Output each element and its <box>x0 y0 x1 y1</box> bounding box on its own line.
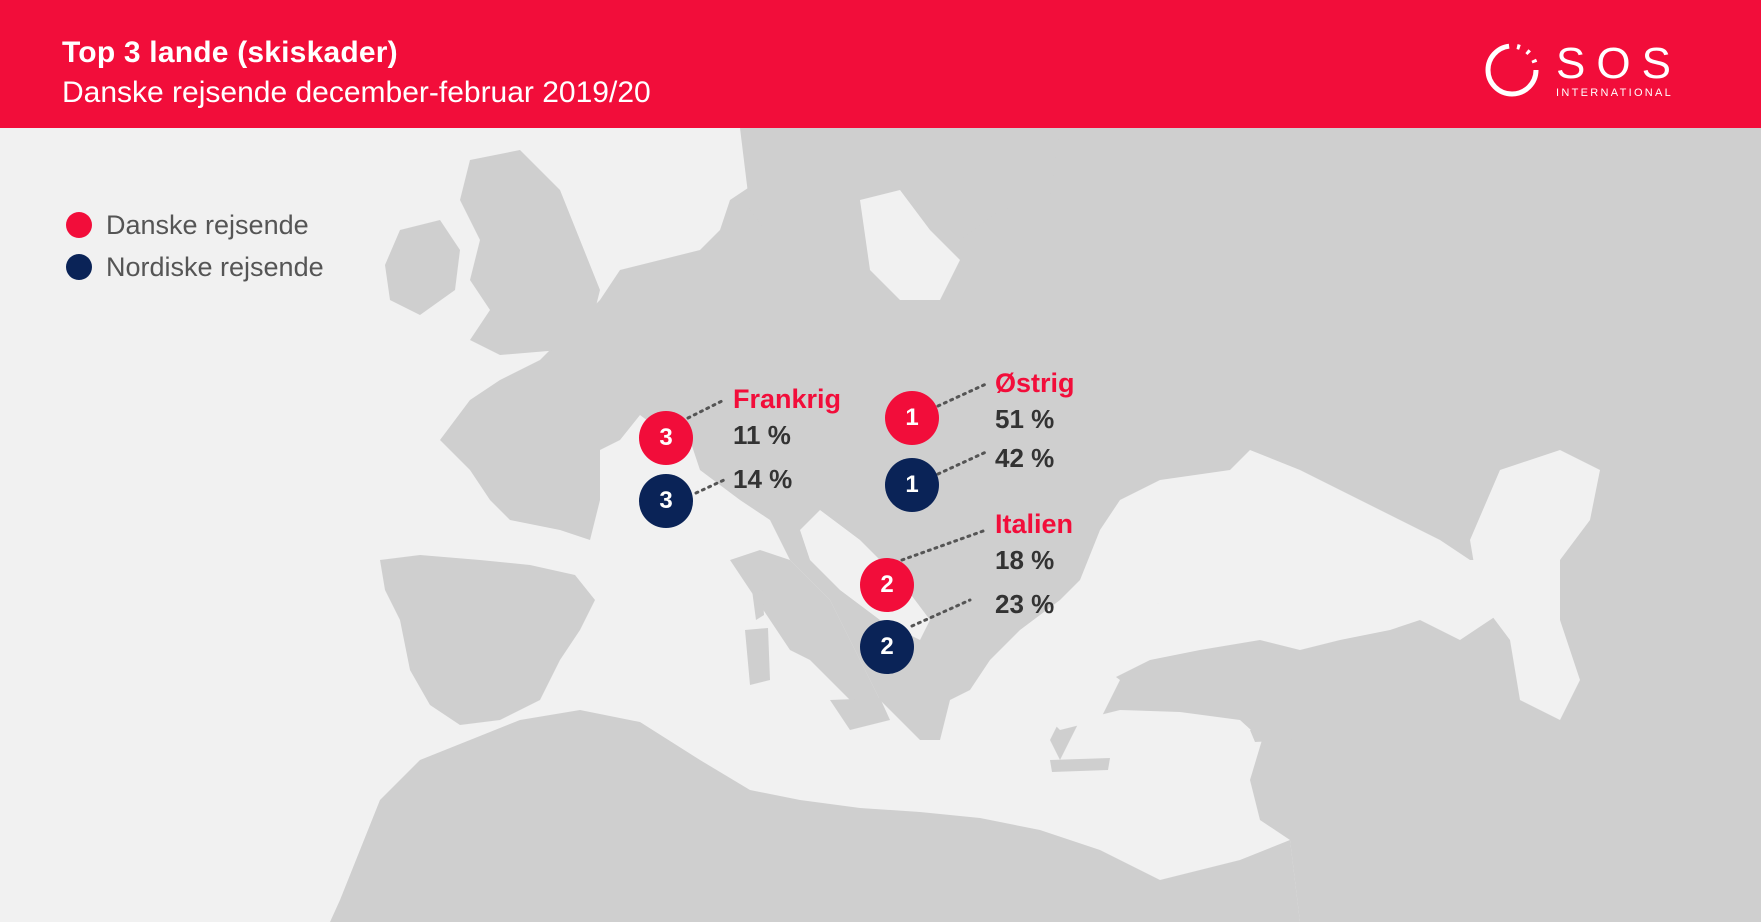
cyprus-island <box>1250 725 1292 742</box>
logo-subtext: INTERNATIONAL <box>1556 87 1674 99</box>
caspian-sea <box>1470 450 1600 720</box>
label-france: Frankrig <box>733 384 842 414</box>
pct-italy-nordic: 23 % <box>995 589 1055 619</box>
logo-wordmark: SOS <box>1556 39 1682 88</box>
italy-landmass <box>730 550 880 720</box>
label-austria: Østrig <box>995 368 1075 398</box>
britain-landmass <box>460 150 600 355</box>
connector-france-danish <box>686 398 726 420</box>
marker-france-danish: 3 <box>639 411 693 465</box>
connector-austria-danish <box>936 382 988 408</box>
marker-italy-nordic: 2 <box>860 620 914 674</box>
connector-italy-nordic <box>910 598 972 628</box>
black-sea <box>1110 490 1390 610</box>
page-title: Top 3 lande (skiskader) <box>62 36 398 69</box>
marker-austria-danish: 1 <box>885 391 939 445</box>
header-bar: Top 3 lande (skiskader) Danske rejsende … <box>0 0 1761 128</box>
pct-france-nordic: 14 % <box>733 464 793 494</box>
sicily-island <box>830 698 890 730</box>
crete-island <box>1050 758 1110 772</box>
sos-ring-icon <box>1485 43 1539 97</box>
sardinia-island <box>745 628 770 685</box>
legend-dot-danish <box>66 212 92 238</box>
scandinavia-landmass <box>740 128 1060 270</box>
legend: Danske rejsende Nordiske rejsende <box>66 204 324 288</box>
connector-italy-danish <box>900 528 988 562</box>
ireland-landmass <box>385 220 460 315</box>
marker-austria-nordic: 1 <box>885 458 939 512</box>
pct-france-danish: 11 % <box>733 420 791 450</box>
marker-italy-danish: 2 <box>860 558 914 612</box>
page-subtitle: Danske rejsende december-februar 2019/20 <box>62 76 651 109</box>
legend-label-danish: Danske rejsende <box>106 209 309 240</box>
legend-dot-nordic <box>66 254 92 280</box>
pct-austria-danish: 51 % <box>995 404 1055 434</box>
pct-austria-nordic: 42 % <box>995 443 1055 473</box>
legend-label-nordic: Nordiske rejsende <box>106 251 324 282</box>
connector-austria-nordic <box>936 450 988 476</box>
aegean-sea <box>1030 640 1120 730</box>
africa-landmass <box>330 710 1300 922</box>
connector-france-nordic <box>694 478 726 495</box>
legend-item-nordic: Nordiske rejsende <box>66 246 324 288</box>
pct-italy-danish: 18 % <box>995 545 1055 575</box>
east-landmass <box>440 128 1761 922</box>
label-italy: Italien <box>995 509 1074 539</box>
iberia-landmass <box>380 555 595 725</box>
legend-item-danish: Danske rejsende <box>66 204 324 246</box>
corsica-island <box>752 588 764 620</box>
sos-international-logo: SOS INTERNATIONAL <box>1482 40 1698 100</box>
baltic-sea <box>860 190 960 300</box>
marker-france-nordic: 3 <box>639 474 693 528</box>
